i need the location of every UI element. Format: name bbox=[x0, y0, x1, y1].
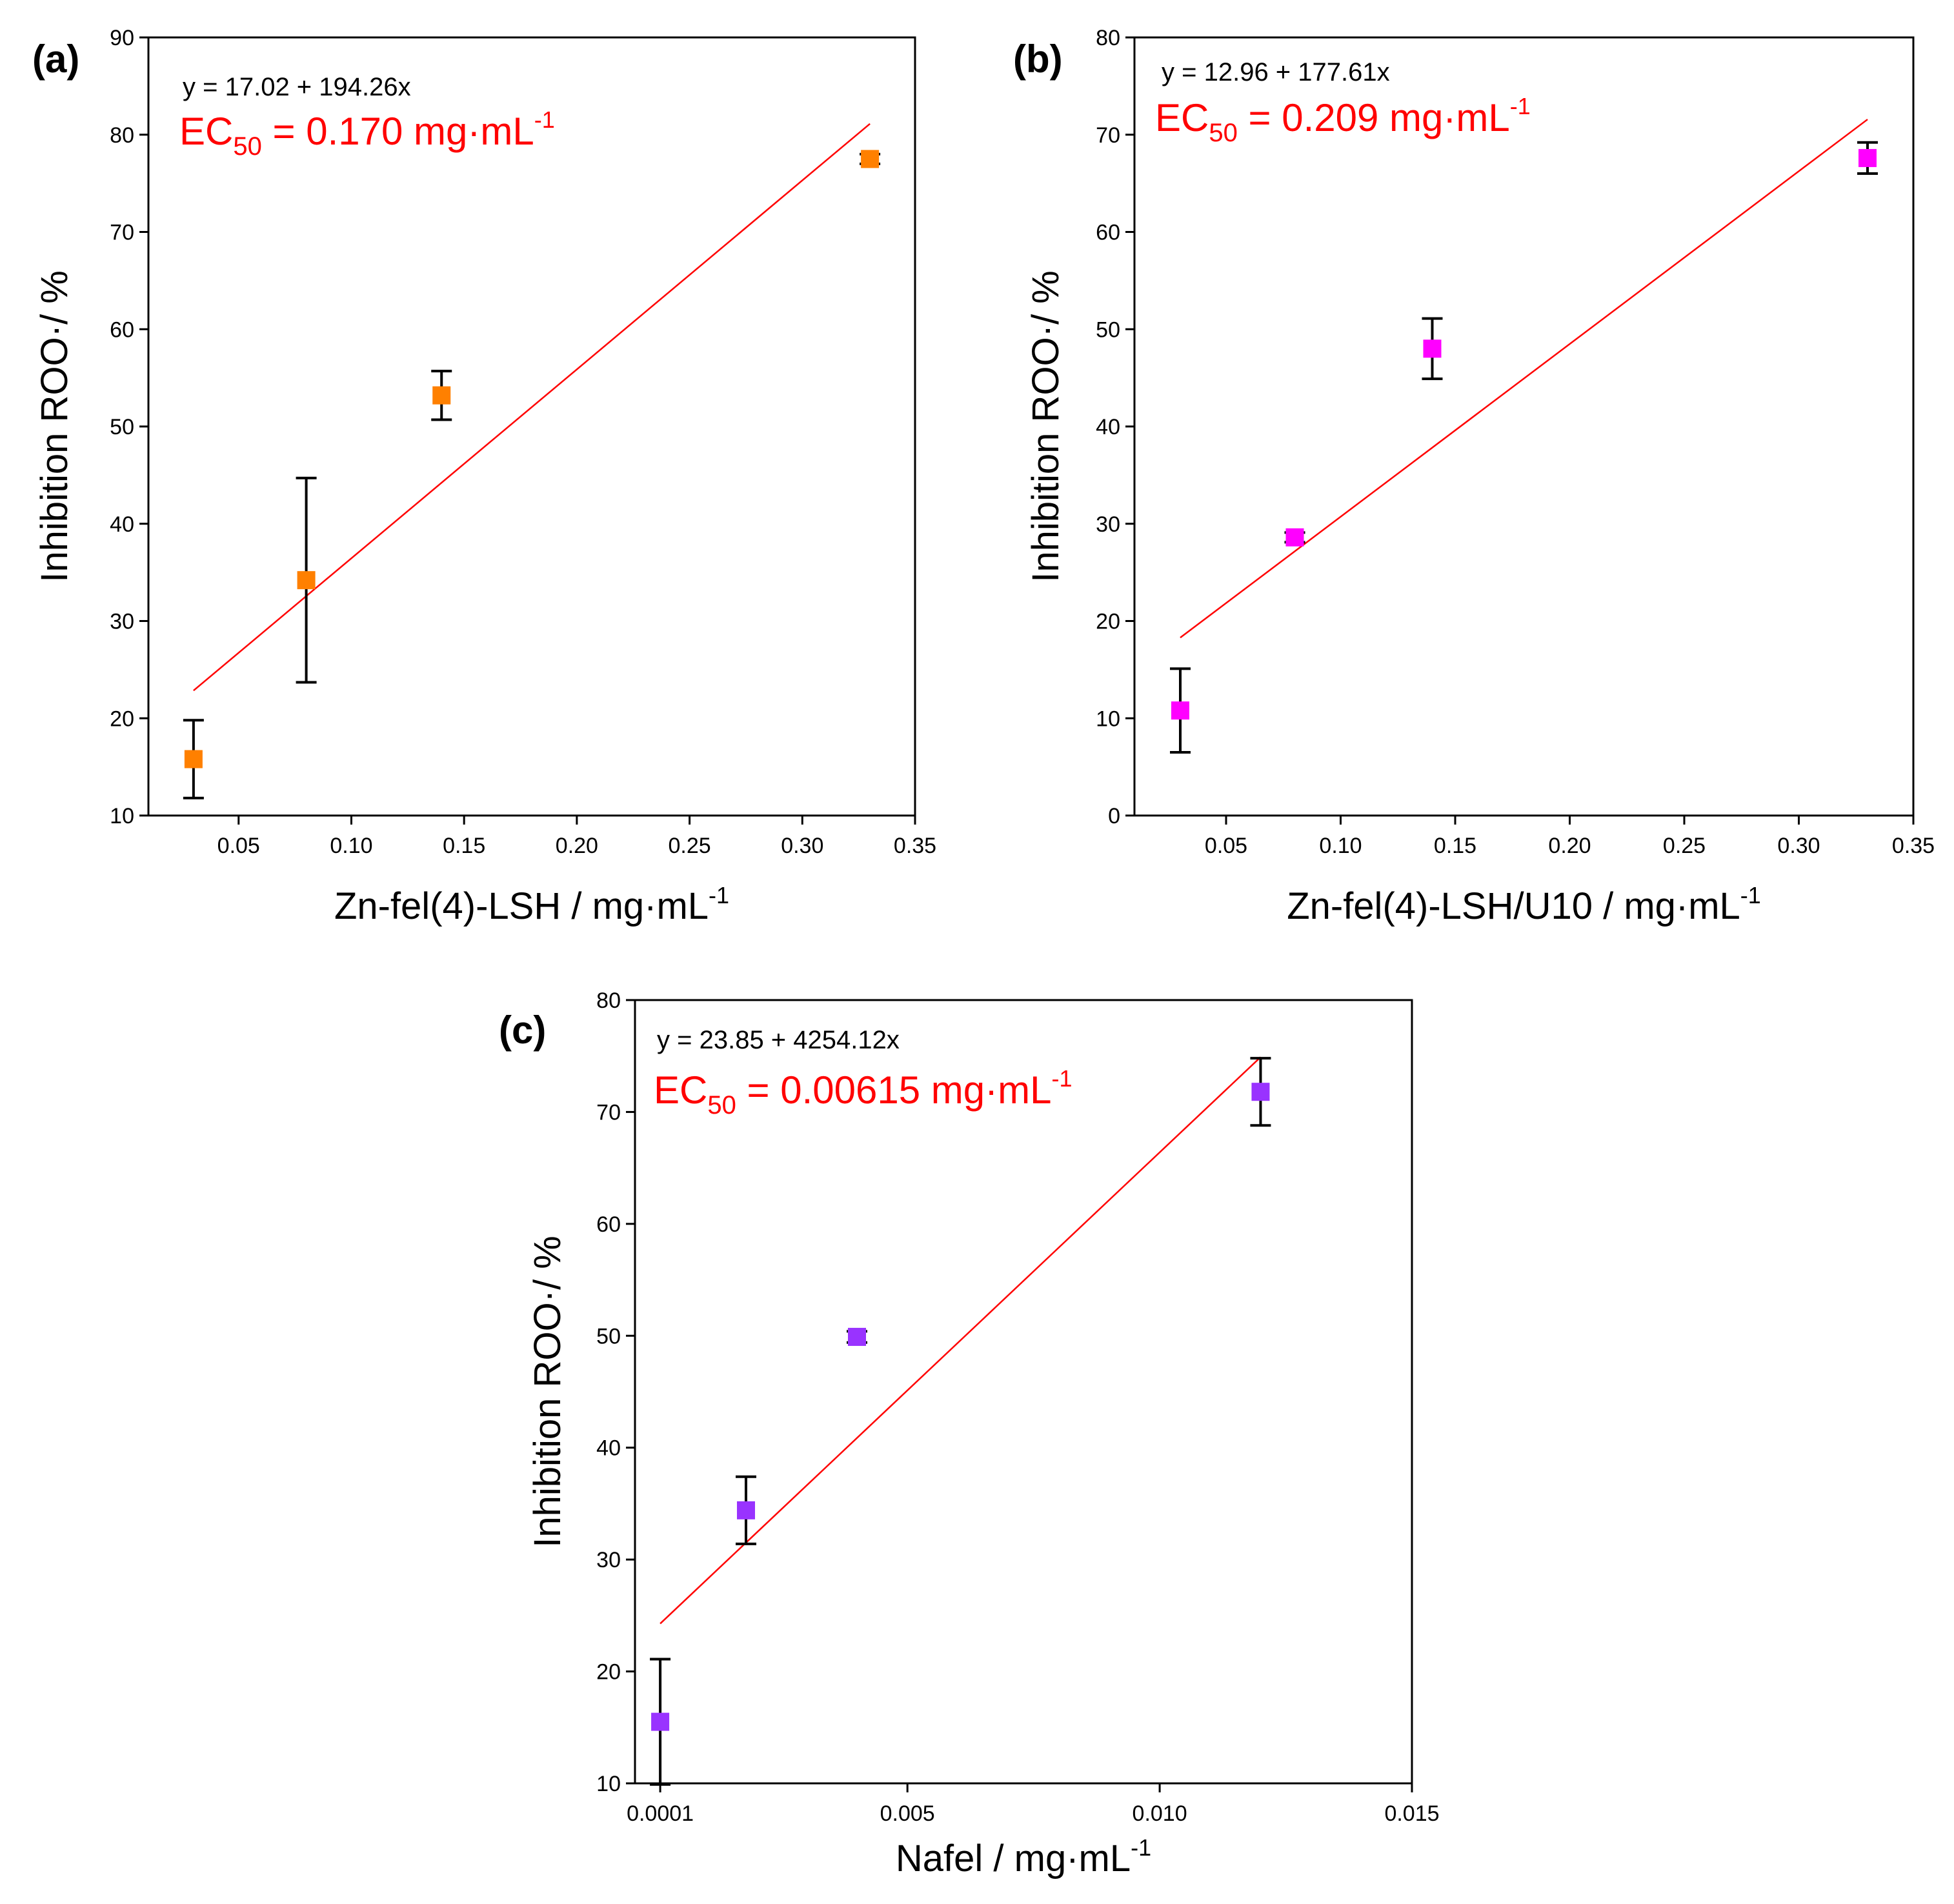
panel-a-xtick-label: 0.10 bbox=[330, 834, 372, 858]
panel-a-ytick-label: 70 bbox=[110, 221, 134, 245]
panel-c-fit-equation: y = 23.85 + 4254.12x bbox=[657, 1026, 900, 1054]
panel-b-xtick-label: 0.25 bbox=[1663, 834, 1706, 858]
panel-c-data-point bbox=[848, 1328, 866, 1347]
panel-c-xtick-label: 0.0001 bbox=[627, 1801, 694, 1826]
panel-b-chart: 0 10 20 30 40 50 60 70 80 0.05 0.10 0.15 0.20 0.25 0.3… bbox=[1013, 26, 1935, 927]
panel-c-x-axis-label: Nafel / mg·mL-1 bbox=[896, 1834, 1151, 1879]
panel-b-data-point bbox=[1858, 148, 1877, 167]
panel-a-ytick-label: 90 bbox=[110, 26, 134, 50]
panel-b-plot-frame bbox=[1133, 36, 1915, 817]
panel-c-xtick-label: 0.015 bbox=[1384, 1801, 1439, 1826]
panel-c-ytick-label: 70 bbox=[596, 1100, 621, 1125]
panel-a-ytick-label: 80 bbox=[110, 123, 134, 148]
panel-b-xtick-label: 0.30 bbox=[1777, 834, 1820, 858]
panel-b-ytick-label: 20 bbox=[1096, 610, 1120, 634]
panel-b-xtick-label: 0.35 bbox=[1892, 834, 1935, 858]
panel-a-xtick-label: 0.35 bbox=[894, 834, 936, 858]
panel-b-ytick-label: 60 bbox=[1096, 221, 1120, 245]
panel-c-y-axis-label: Inhibition ROO·/ % bbox=[527, 1236, 569, 1548]
panel-c-panel-label: (c) bbox=[499, 1008, 546, 1052]
panel-a-data-point bbox=[297, 571, 316, 590]
panel-b-ec50-annotation: EC50 = 0.209 mg·mL-1 bbox=[1155, 93, 1531, 147]
panel-b-x-axis-label: Zn-fel(4)-LSH/U10 / mg·mL-1 bbox=[1287, 882, 1761, 927]
panel-c-ytick-label: 10 bbox=[596, 1772, 621, 1796]
panel-b-fit-equation: y = 12.96 + 177.61x bbox=[1162, 58, 1390, 86]
panel-b-xtick-label: 0.15 bbox=[1434, 834, 1476, 858]
panel-a-ytick-label: 40 bbox=[110, 512, 134, 537]
panel-c-ytick-label: 60 bbox=[596, 1212, 621, 1237]
panel-b-xtick-label: 0.05 bbox=[1205, 834, 1247, 858]
panel-b-ytick-label: 30 bbox=[1096, 512, 1120, 537]
panel-a-fit-line bbox=[193, 123, 871, 692]
panel-c-ytick-label: 40 bbox=[596, 1436, 621, 1461]
panel-a-ytick-label: 50 bbox=[110, 415, 134, 439]
panel-c-data-point bbox=[737, 1501, 755, 1519]
panel-a-ytick-label: 30 bbox=[110, 610, 134, 634]
panel-c-ytick-label: 50 bbox=[596, 1324, 621, 1348]
panel-b-y-axis-label: Inhibition ROO·/ % bbox=[1025, 270, 1067, 583]
panel-b-ytick-label: 10 bbox=[1096, 706, 1120, 731]
panel-c-fit-line bbox=[660, 1056, 1262, 1625]
panel-a-data-point bbox=[184, 750, 203, 768]
panel-b-xtick-label: 0.20 bbox=[1548, 834, 1591, 858]
panel-a-xtick-label: 0.20 bbox=[556, 834, 598, 858]
panel-b-ytick-label: 80 bbox=[1096, 26, 1120, 50]
panel-c-xtick-label: 0.005 bbox=[880, 1801, 935, 1826]
panel-b-panel-label: (b) bbox=[1013, 37, 1063, 81]
panel-a-xtick-label: 0.30 bbox=[781, 834, 823, 858]
panel-a-data-point bbox=[432, 386, 451, 405]
panel-c-data-point bbox=[651, 1712, 670, 1731]
panel-a-fit-equation: y = 17.02 + 194.26x bbox=[183, 73, 411, 101]
panel-b-data-point bbox=[1285, 528, 1304, 546]
panel-c-ec50-annotation: EC50 = 0.00615 mg·mL-1 bbox=[654, 1065, 1073, 1119]
panel-a-ec50-annotation: EC50 = 0.170 mg·mL-1 bbox=[179, 106, 555, 161]
panel-a-xtick-label: 0.15 bbox=[443, 834, 485, 858]
panel-a-plot-frame bbox=[147, 36, 916, 817]
panel-a-data-point bbox=[861, 150, 880, 168]
panel-a-chart: 10 20 30 40 50 60 70 80 90 0.05 0.10 0.15 0.20 0.25 0.… bbox=[32, 26, 936, 927]
panel-b-ytick-label: 40 bbox=[1096, 415, 1120, 439]
panel-c-chart: 10 20 30 40 50 60 70 80 0.0001 0.005 0.010 0.015 Inh… bbox=[499, 988, 1440, 1879]
panel-a-y-axis-label: Inhibition ROO·/ % bbox=[34, 270, 76, 583]
panel-b-ytick-label: 0 bbox=[1108, 804, 1120, 828]
panel-b-ytick-label: 50 bbox=[1096, 317, 1120, 342]
panel-c-ytick-label: 20 bbox=[596, 1660, 621, 1685]
panel-b-xtick-label: 0.10 bbox=[1319, 834, 1362, 858]
panel-a-x-axis-label: Zn-fel(4)-LSH / mg·mL-1 bbox=[334, 882, 729, 927]
panel-a-xtick-label: 0.25 bbox=[668, 834, 710, 858]
panel-c-data-point bbox=[1251, 1083, 1270, 1101]
panel-c-ytick-label: 30 bbox=[596, 1548, 621, 1572]
panel-a-ytick-label: 60 bbox=[110, 317, 134, 342]
panel-a-xtick-label: 0.05 bbox=[217, 834, 260, 858]
panel-a-ytick-label: 20 bbox=[110, 706, 134, 731]
panel-c-ytick-label: 80 bbox=[596, 988, 621, 1013]
panel-b-data-point bbox=[1171, 701, 1189, 720]
panel-b-fit-line bbox=[1180, 119, 1868, 639]
panel-c-xtick-label: 0.010 bbox=[1133, 1801, 1187, 1826]
panel-a-panel-label: (a) bbox=[32, 37, 79, 81]
panel-b-ytick-label: 70 bbox=[1096, 123, 1120, 148]
panel-a-ytick-label: 10 bbox=[110, 804, 134, 828]
panel-b-data-point bbox=[1423, 339, 1442, 358]
panel-c-plot-frame bbox=[634, 999, 1413, 1785]
